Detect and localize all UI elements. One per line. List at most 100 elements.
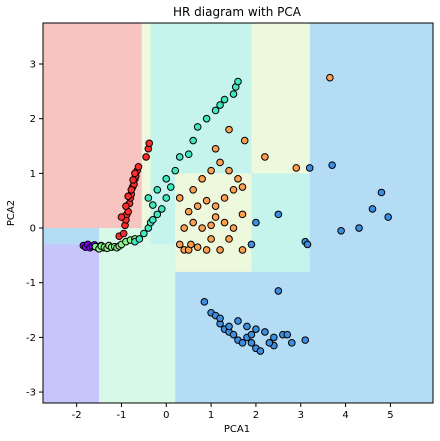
point-s4-34 <box>292 164 301 172</box>
point-s5-28 <box>305 164 314 172</box>
point-s3-7 <box>157 205 166 213</box>
point-s5-37 <box>247 240 256 249</box>
point-s5-30 <box>337 226 345 235</box>
point-s4-23 <box>175 194 184 202</box>
point-s2-20 <box>124 192 132 201</box>
point-s4-13 <box>220 218 229 227</box>
point-s4-6 <box>216 246 224 254</box>
point-s3-17 <box>202 114 211 123</box>
point-s4-8 <box>180 224 189 232</box>
point-s2-17 <box>145 139 154 148</box>
point-s4-18 <box>202 196 211 205</box>
point-s3-12 <box>171 166 180 175</box>
point-s5-34 <box>384 213 392 221</box>
y-tick-label: 1 <box>30 169 36 180</box>
point-s3-6 <box>153 210 162 219</box>
x-tick-label: 0 <box>163 410 169 421</box>
point-s5-36 <box>252 218 260 227</box>
point-s3-16 <box>193 123 202 131</box>
region-mint-4 <box>99 244 176 403</box>
point-s2-22 <box>129 176 137 184</box>
point-s5-22 <box>301 336 310 344</box>
point-s5-18 <box>270 333 278 342</box>
point-s3-13 <box>175 153 184 161</box>
point-s4-7 <box>238 246 247 254</box>
point-s5-33 <box>377 188 386 197</box>
point-s4-37 <box>225 235 233 243</box>
y-tick-label: -3 <box>26 388 36 399</box>
point-s5-39 <box>216 314 224 323</box>
point-s4-0 <box>175 240 184 249</box>
point-s5-13 <box>234 317 242 325</box>
point-s4-26 <box>207 166 215 175</box>
point-s3-21 <box>229 90 238 98</box>
point-s4-28 <box>225 166 233 175</box>
x-tick-label: 4 <box>342 410 348 421</box>
point-s3-14 <box>184 150 193 159</box>
y-axis-label: PCA2 <box>6 200 17 226</box>
point-s5-20 <box>283 330 292 339</box>
point-s4-16 <box>184 207 193 216</box>
point-s3-9 <box>144 194 153 202</box>
point-s5-35 <box>274 210 283 219</box>
x-axis-label: PCA1 <box>224 424 250 435</box>
point-s2-19 <box>122 202 130 210</box>
y-tick-label: 0 <box>30 224 36 235</box>
region-cream-6 <box>251 23 310 174</box>
point-s5-21 <box>287 339 296 347</box>
region-cream-7 <box>141 23 151 229</box>
x-tick-label: 1 <box>208 410 214 421</box>
point-s4-35 <box>326 73 334 82</box>
y-tick-label: 2 <box>30 114 36 125</box>
point-s5-16 <box>247 330 256 339</box>
point-s4-17 <box>193 202 202 210</box>
point-s5-10 <box>247 339 256 347</box>
point-s3-23 <box>234 77 242 86</box>
point-s3-18 <box>211 106 220 115</box>
point-s4-12 <box>211 213 220 221</box>
point-s4-11 <box>207 221 215 230</box>
point-s4-9 <box>189 218 197 227</box>
point-s5-6 <box>229 330 238 339</box>
point-s4-21 <box>229 185 238 194</box>
point-s4-4 <box>193 243 202 251</box>
point-s3-10 <box>153 185 162 194</box>
point-s3-24 <box>149 201 157 209</box>
x-tick-label: 3 <box>298 410 304 421</box>
point-s2-21 <box>127 185 136 194</box>
point-s4-10 <box>198 224 206 232</box>
point-s4-27 <box>216 158 224 167</box>
point-s4-25 <box>198 175 206 183</box>
point-s5-15 <box>252 325 260 333</box>
point-s4-29 <box>234 175 242 183</box>
point-s5-29 <box>328 161 336 169</box>
y-axis-ticks: -3 -2 -1 0 1 2 3 <box>26 60 43 399</box>
point-s3-1 <box>135 235 144 243</box>
y-tick-label: -2 <box>26 333 36 344</box>
y-tick-label: 3 <box>30 60 36 71</box>
point-s2-18 <box>117 213 126 221</box>
point-s3-19 <box>216 101 224 109</box>
y-tick-label: -1 <box>26 278 36 289</box>
point-s4-31 <box>225 125 233 134</box>
point-s5-31 <box>355 224 363 232</box>
chart-title: HR diagram with PCA <box>173 5 302 19</box>
point-s4-5 <box>202 246 211 254</box>
point-s5-8 <box>238 339 247 347</box>
point-s4-24 <box>189 185 197 194</box>
x-axis-ticks: -2 -1 0 1 2 3 4 5 <box>72 403 394 421</box>
x-tick-label: 5 <box>387 410 393 421</box>
point-s5-32 <box>368 205 377 213</box>
x-tick-label: -1 <box>116 410 126 421</box>
point-s2-23 <box>131 169 139 178</box>
point-s4-20 <box>220 194 229 202</box>
x-tick-label: 2 <box>253 410 259 421</box>
point-s3-11 <box>162 175 171 183</box>
point-s5-14 <box>243 322 251 331</box>
point-s4-22 <box>238 183 247 191</box>
point-s3-20 <box>220 95 229 104</box>
point-s4-33 <box>261 153 269 161</box>
point-s4-14 <box>229 224 238 232</box>
point-s3-25 <box>166 183 175 191</box>
